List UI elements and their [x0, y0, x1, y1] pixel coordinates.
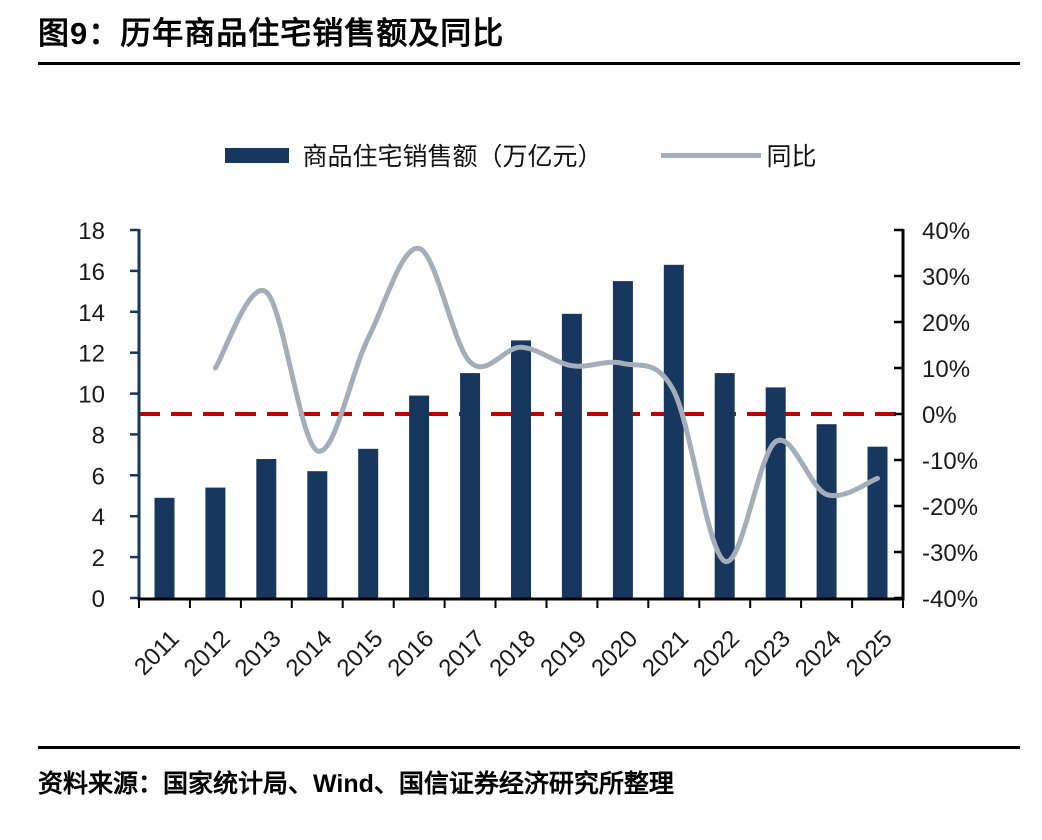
- figure-title: 图9：历年商品住宅销售额及同比: [38, 16, 505, 51]
- y-left-label-4: 4: [92, 504, 105, 531]
- x-label-2024: 2024: [790, 625, 847, 682]
- y-right-label-40%: 40%: [922, 218, 970, 245]
- y-left-label-12: 12: [78, 341, 105, 368]
- y-right-label-30%: 30%: [922, 264, 970, 291]
- source-text: 资料来源：国家统计局、Wind、国信证券经济研究所整理: [38, 770, 674, 798]
- y-right-label--40%: -40%: [922, 586, 978, 613]
- x-label-2013: 2013: [230, 625, 287, 682]
- y-left-label-8: 8: [92, 422, 105, 449]
- x-label-2017: 2017: [433, 625, 490, 682]
- x-label-2019: 2019: [535, 625, 592, 682]
- x-label-2025: 2025: [841, 625, 898, 682]
- chart-svg: 18 16 14 12 10 8 6 4 2 0 40% 30% 20% 10% 0% -10% -20% -30…: [78, 218, 978, 682]
- bar-2024: [816, 424, 837, 598]
- bar-2015: [358, 448, 379, 598]
- bar-2019: [561, 313, 582, 598]
- y-left-label-2: 2: [92, 545, 105, 572]
- y-left-label-0: 0: [92, 586, 105, 613]
- legend-label-sales: 商品住宅销售额（万亿元）: [302, 143, 603, 171]
- y-left-label-18: 18: [78, 218, 105, 245]
- y-right-label--10%: -10%: [922, 448, 978, 475]
- bar-2023: [765, 387, 786, 598]
- y-right-label-0%: 0%: [922, 402, 957, 429]
- x-label-2012: 2012: [179, 625, 236, 682]
- title-divider: [38, 62, 1020, 65]
- legend-label-yoy: 同比: [766, 143, 817, 171]
- bar-2025: [867, 446, 888, 598]
- y-right-label-20%: 20%: [922, 310, 970, 337]
- x-label-2011: 2011: [129, 625, 185, 681]
- y-left-label-14: 14: [78, 300, 105, 327]
- x-label-2023: 2023: [739, 625, 796, 682]
- bar-2016: [409, 395, 430, 598]
- y-left-label-10: 10: [78, 382, 105, 409]
- line-swatch-icon: [660, 152, 761, 158]
- bar-2017: [460, 373, 481, 598]
- legend-item-yoy: 同比: [660, 137, 817, 173]
- legend-item-sales: 商品住宅销售额（万亿元）: [225, 137, 603, 173]
- bar-2021: [663, 264, 684, 598]
- bar-2022: [714, 373, 735, 598]
- bar-2013: [256, 459, 277, 598]
- chart-legend: 商品住宅销售额（万亿元） 同比: [139, 138, 903, 172]
- y-right-label--20%: -20%: [922, 494, 978, 521]
- bar-2014: [307, 471, 328, 598]
- bar-2011: [154, 497, 175, 598]
- source-divider: [38, 746, 1020, 749]
- bar-2020: [612, 281, 633, 598]
- x-label-2020: 2020: [586, 625, 643, 682]
- y-right-label-10%: 10%: [922, 356, 970, 383]
- x-label-2015: 2015: [332, 625, 389, 682]
- y-left-label-16: 16: [78, 259, 105, 286]
- x-label-2022: 2022: [688, 625, 745, 682]
- yoy-line: [212, 245, 880, 564]
- bar-2018: [511, 340, 531, 598]
- bar-swatch-icon: [225, 147, 290, 163]
- x-label-2014: 2014: [281, 625, 338, 682]
- y-right-label--30%: -30%: [922, 540, 978, 567]
- x-label-2016: 2016: [382, 625, 439, 682]
- y-left-label-6: 6: [92, 463, 105, 490]
- bar-2012: [205, 487, 226, 598]
- x-label-2018: 2018: [484, 625, 541, 682]
- x-label-2021: 2021: [637, 625, 694, 682]
